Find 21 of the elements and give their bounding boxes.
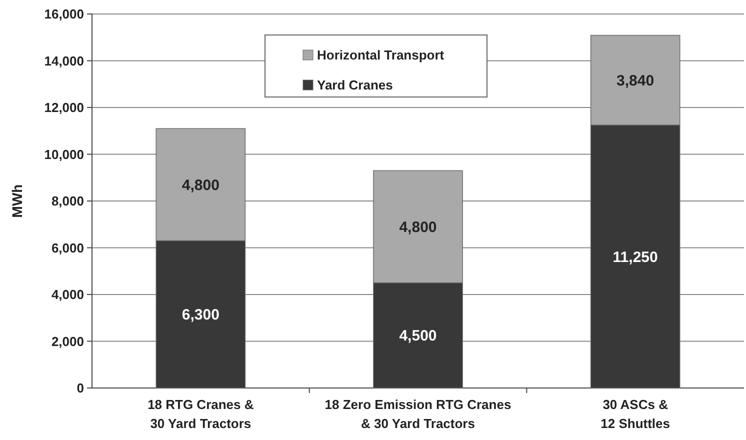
y-tick-label: 10,000	[44, 146, 84, 162]
legend-label: Yard Cranes	[317, 78, 393, 93]
x-tick-label: 30 ASCs & 12 Shuttles	[600, 397, 670, 431]
y-tick-label: 2,000	[51, 334, 84, 349]
y-tick-label: 16,000	[44, 6, 84, 22]
x-tick-label: 18 Zero Emission RTG Cranes & 30 Yard Tractors	[324, 397, 512, 431]
data-label: 3,840	[616, 72, 654, 90]
y-tick-label: 0	[76, 380, 84, 396]
data-label: 6,300	[182, 306, 220, 324]
y-tick-label: 8,000	[51, 194, 84, 209]
y-tick-label: 14,000	[44, 53, 84, 68]
y-tick-label: 4,000	[51, 287, 84, 302]
data-label: 4,500	[399, 328, 437, 345]
data-label: 4,800	[182, 176, 220, 194]
y-axis-title: MWh	[9, 184, 25, 218]
y-tick-label: 6,000	[51, 240, 84, 256]
data-label: 4,800	[399, 218, 437, 236]
legend-label: Horizontal Transport	[317, 48, 445, 63]
x-tick-label: 18 RTG Cranes & 30 Yard Tractors	[148, 397, 254, 431]
data-label: 11,250	[612, 248, 658, 266]
y-tick-label: 12,000	[44, 100, 84, 116]
